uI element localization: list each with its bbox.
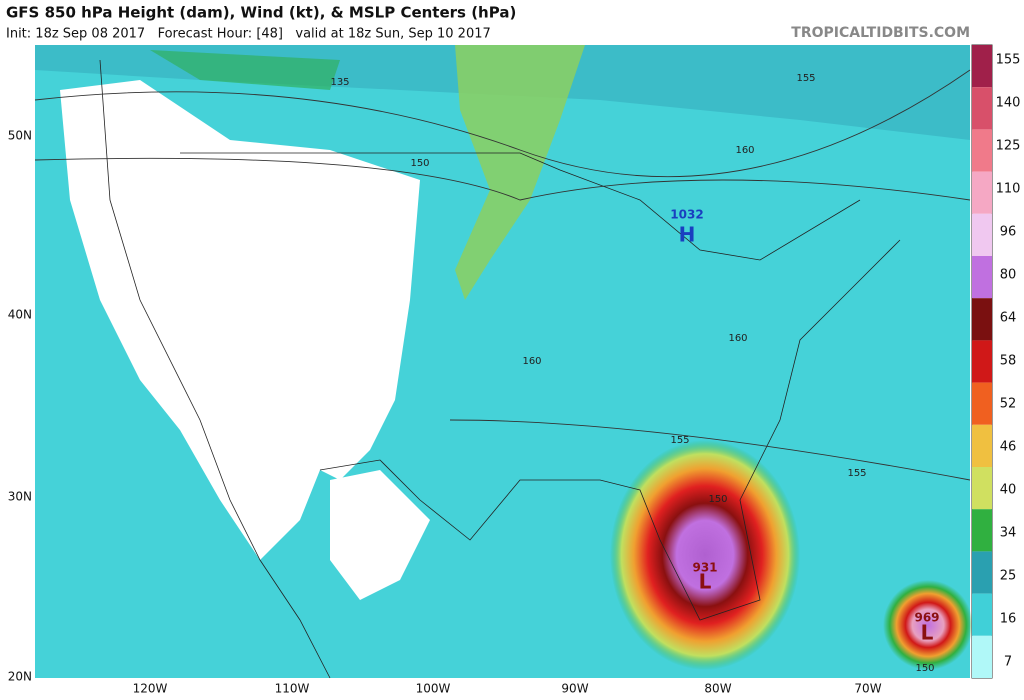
contour-label: 150 (915, 663, 934, 674)
latitude-label: 40N (8, 308, 32, 322)
colorbar-label: 40 (1000, 483, 1017, 498)
borders (99, 59, 901, 679)
colorbar-segment (972, 424, 992, 467)
colorbar-segment (972, 213, 992, 256)
longitude-label: 120W (133, 682, 168, 696)
contour-label: 160 (728, 333, 747, 344)
contour-label: 155 (670, 435, 689, 446)
colorbar-label: 16 (1000, 612, 1017, 627)
longitude-label: 70W (854, 682, 881, 696)
colorbar-segment (972, 45, 992, 88)
colorbar-label: 155 (996, 53, 1021, 68)
site-label: TROPICALTIDBITS.COM (791, 25, 970, 41)
height-contours (34, 69, 971, 481)
colorbar-label: 25 (1000, 569, 1017, 584)
contour-label: 155 (847, 468, 866, 479)
latitude-label: 50N (8, 129, 32, 143)
colorbar-segment (972, 593, 992, 636)
hurricane-irma (610, 440, 800, 670)
colorbar-label: 110 (996, 182, 1021, 197)
colorbar-segment (972, 551, 992, 594)
contour-label: 160 (522, 356, 541, 367)
pressure-symbol: H (679, 223, 696, 247)
colorbar-label: 96 (1000, 225, 1017, 240)
pressure-value: 931 (692, 561, 717, 575)
colorbar-label: 52 (1000, 397, 1017, 412)
colorbar-segment (972, 467, 992, 510)
contour-label: 150 (708, 494, 727, 505)
longitude-label: 100W (416, 682, 451, 696)
colorbar-segment (972, 509, 992, 552)
colorbar-segment (972, 171, 992, 214)
title: GFS 850 hPa Height (dam), Wind (kt), & M… (6, 4, 516, 22)
colorbar-segment (972, 298, 992, 341)
colorbar-segment (972, 129, 992, 172)
contour-label: 135 (330, 77, 349, 88)
colorbar-label: 7 (1004, 655, 1012, 670)
longitude-label: 90W (561, 682, 588, 696)
colorbar-label: 58 (1000, 354, 1017, 369)
pressure-symbol: L (921, 621, 934, 645)
pressure-symbol: L (699, 570, 712, 594)
colorbar-label: 64 (1000, 311, 1017, 326)
land-low-wind (330, 470, 430, 600)
latitude-label: 20N (8, 670, 32, 684)
colorbar-label: 46 (1000, 440, 1017, 455)
subtitle: Init: 18z Sep 08 2017 Forecast Hour: [48… (6, 27, 491, 42)
pressure-value: 969 (914, 611, 939, 625)
contour-label: 155 (796, 73, 815, 84)
land-low-wind (60, 80, 420, 560)
colorbar-segment (972, 635, 992, 678)
contour-label: 160 (735, 145, 754, 156)
jet-wind (455, 45, 585, 300)
colorbar-segment (972, 382, 992, 425)
pressure-value: 1032 (670, 208, 703, 222)
latitude-label: 30N (8, 490, 32, 504)
longitude-label: 80W (704, 682, 731, 696)
colorbar-segment (972, 340, 992, 383)
contour-label: 150 (410, 158, 429, 169)
longitude-label: 110W (275, 682, 310, 696)
colorbar-label: 140 (996, 96, 1021, 111)
colorbar-label: 125 (996, 139, 1021, 154)
colorbar-segment (972, 87, 992, 130)
colorbar-label: 34 (1000, 526, 1017, 541)
colorbar-segment (972, 256, 992, 299)
jet-wind (150, 50, 340, 90)
hurricane-jose (883, 580, 973, 670)
colorbar-label: 80 (1000, 268, 1017, 283)
